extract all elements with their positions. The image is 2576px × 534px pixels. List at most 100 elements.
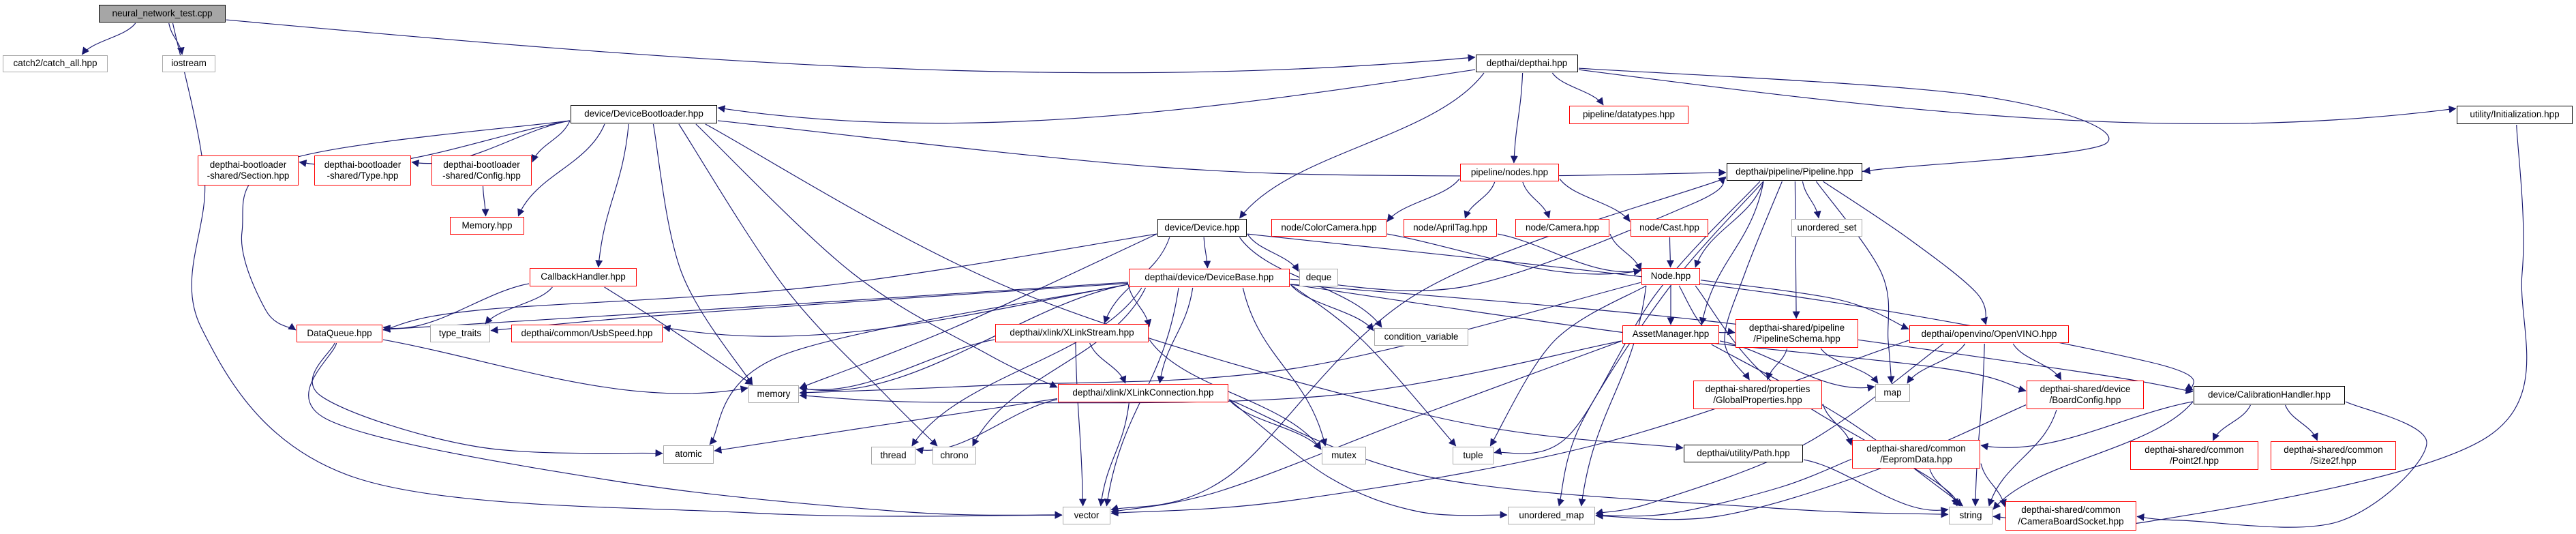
edge-colorcamera-nodehpp: [1387, 233, 1641, 276]
edge-nodes-apriltag: [1464, 181, 1496, 219]
edge-eeprom-unordered_map: [1595, 458, 1852, 519]
edge-boardconfig-string: [1987, 409, 2057, 507]
node-atomic[interactable]: atomic: [663, 445, 714, 464]
edge-pipeline-map: [1815, 181, 1895, 384]
node-label: depthai-shared/pipeline: [1748, 322, 1845, 333]
node-label: device/CalibrationHandler.hpp: [2207, 389, 2331, 400]
node-label: -shared/Type.hpp: [327, 170, 399, 181]
node-cast[interactable]: node/Cast.hpp: [1631, 219, 1708, 237]
node-type_traits[interactable]: type_traits: [430, 325, 490, 342]
node-mutex[interactable]: mutex: [1322, 447, 1366, 464]
node-globalprops[interactable]: depthai-shared/properties/GlobalProperti…: [1693, 381, 1822, 409]
edge-dbl-dataqueue: [241, 120, 571, 331]
node-dbl[interactable]: device/DeviceBootloader.hpp: [571, 105, 717, 123]
node-xlinkconn[interactable]: depthai/xlink/XLinkConnection.hpp: [1058, 384, 1228, 402]
node-datatypes[interactable]: pipeline/datatypes.hpp: [1569, 106, 1688, 124]
node-calibration[interactable]: device/CalibrationHandler.hpp: [2194, 386, 2345, 404]
node-memory[interactable]: memory: [748, 385, 799, 403]
node-callback[interactable]: CallbackHandler.hpp: [530, 268, 637, 286]
node-deque[interactable]: deque: [1299, 269, 1338, 286]
edge-nodehpp-openvino: [1700, 280, 1909, 330]
node-camerasocket[interactable]: depthai-shared/common/CameraBoardSocket.…: [2005, 501, 2136, 531]
node-type[interactable]: depthai-bootloader -shared/Type.hpp: [314, 155, 411, 186]
node-unordered_set[interactable]: unordered_set: [1791, 219, 1862, 237]
edge-pipeline-globalprops: [1724, 181, 1783, 381]
node-device[interactable]: device/Device.hpp: [1157, 219, 1247, 237]
node-label: tuple: [1463, 449, 1483, 460]
node-point2f[interactable]: depthai-shared/common/Point2f.hpp: [2130, 441, 2258, 470]
edge-cast-nodehpp: [1666, 237, 1674, 268]
node-label: node/Camera.hpp: [1525, 222, 1600, 233]
node-label: depthai-shared/common: [2145, 444, 2244, 455]
node-usbspeed[interactable]: depthai/common/UsbSpeed.hpp: [511, 325, 663, 342]
node-label: /Point2f.hpp: [2169, 456, 2219, 466]
node-memoryhpp[interactable]: Memory.hpp: [450, 217, 524, 235]
node-label: depthai/pipeline/Pipeline.hpp: [1736, 166, 1853, 177]
node-test[interactable]: neural_network_test.cpp: [99, 5, 226, 23]
node-string[interactable]: string: [1949, 507, 1992, 524]
edge-dataqueue-vector: [308, 342, 1063, 519]
node-label: depthai/utility/Path.hpp: [1697, 447, 1790, 458]
node-boardconfig[interactable]: depthai-shared/device/BoardConfig.hpp: [2027, 381, 2144, 409]
node-apriltag[interactable]: node/AprilTag.hpp: [1404, 219, 1497, 237]
node-unordered_map[interactable]: unordered_map: [1508, 507, 1595, 524]
node-openvino[interactable]: depthai/openvino/OpenVINO.hpp: [1909, 325, 2069, 343]
node-label: depthai-bootloader: [324, 159, 401, 170]
node-label: /Size2f.hpp: [2310, 456, 2357, 466]
node-section[interactable]: depthai-bootloader -shared/Section.hpp: [198, 155, 299, 186]
node-vector[interactable]: vector: [1063, 507, 1110, 524]
edge-nodehpp-tuple: [1489, 285, 1647, 447]
edge-openvino-string: [1971, 343, 1985, 507]
node-depthai[interactable]: depthai/depthai.hpp: [1476, 55, 1578, 72]
node-camera[interactable]: node/Camera.hpp: [1515, 219, 1609, 237]
node-label: -shared/Section.hpp: [207, 170, 290, 181]
node-chrono[interactable]: chrono: [933, 447, 976, 464]
edge-config-memoryhpp: [481, 186, 489, 217]
node-label: depthai/openvino/OpenVINO.hpp: [1921, 328, 2057, 339]
node-config[interactable]: depthai-bootloader -shared/Config.hpp: [431, 155, 532, 186]
edge-device-dataqueue: [382, 233, 1157, 333]
node-initialization[interactable]: utility/Initialization.hpp: [2457, 106, 2573, 124]
node-colorcamera[interactable]: node/ColorCamera.hpp: [1271, 219, 1387, 237]
node-label: node/Cast.hpp: [1639, 222, 1699, 233]
edge-dbl-type: [411, 120, 571, 167]
edge-devicebase-memory: [799, 284, 1129, 394]
node-pipelineschema[interactable]: depthai-shared/pipeline/PipelineSchema.h…: [1736, 319, 1858, 348]
node-pipeline[interactable]: depthai/pipeline/Pipeline.hpp: [1727, 163, 1862, 181]
edge-device-deque: [1247, 233, 1299, 272]
node-xlinkstream[interactable]: depthai/xlink/XLinkStream.hpp: [995, 324, 1149, 342]
edge-pipeline-unordered_set: [1802, 181, 1821, 219]
node-label: memory: [757, 388, 791, 399]
node-label: string: [1959, 509, 1982, 520]
node-thread[interactable]: thread: [871, 447, 915, 464]
edge-pipelineschema-map: [1820, 348, 1879, 384]
edge-xlinkconn-string: [1228, 399, 1949, 518]
node-iostream[interactable]: iostream: [162, 55, 215, 72]
node-nodehpp[interactable]: Node.hpp: [1641, 268, 1700, 285]
node-nodes[interactable]: pipeline/nodes.hpp: [1460, 164, 1559, 181]
edge-dbl-config: [531, 120, 571, 163]
node-label: depthai-shared/common: [1866, 443, 1966, 454]
node-path[interactable]: depthai/utility/Path.hpp: [1684, 445, 1803, 462]
edge-openvino-map: [1907, 343, 1966, 384]
node-eeprom[interactable]: depthai-shared/common/EepromData.hpp: [1852, 440, 1980, 469]
edge-dbl-xlinkconn: [695, 123, 1058, 388]
node-size2f[interactable]: depthai-shared/common/Size2f.hpp: [2271, 441, 2396, 470]
edge-calibration-point2f: [2212, 404, 2252, 441]
node-label: depthai/common/UsbSpeed.hpp: [521, 327, 653, 338]
edge-dbl-memoryhpp: [517, 123, 605, 217]
node-assetmanager[interactable]: AssetManager.hpp: [1622, 325, 1719, 344]
edge-depthai-nodes: [1510, 72, 1524, 164]
node-condvar[interactable]: condition_variable: [1374, 328, 1468, 346]
node-label: depthai-shared/common: [2284, 444, 2383, 455]
node-tuple[interactable]: tuple: [1453, 447, 1494, 464]
edge-dbl-pipeline: [717, 120, 1727, 177]
node-dataqueue[interactable]: DataQueue.hpp: [297, 325, 382, 342]
edge-devicebase-dataqueue: [382, 282, 1129, 333]
node-devicebase[interactable]: depthai/device/DeviceBase.hpp: [1129, 269, 1290, 287]
edge-devicebase-atomic: [709, 284, 1129, 445]
node-label: depthai/xlink/XLinkStream.hpp: [1010, 327, 1134, 338]
node-catch_all[interactable]: catch2/catch_all.hpp: [3, 55, 108, 72]
node-map[interactable]: map: [1875, 384, 1910, 402]
